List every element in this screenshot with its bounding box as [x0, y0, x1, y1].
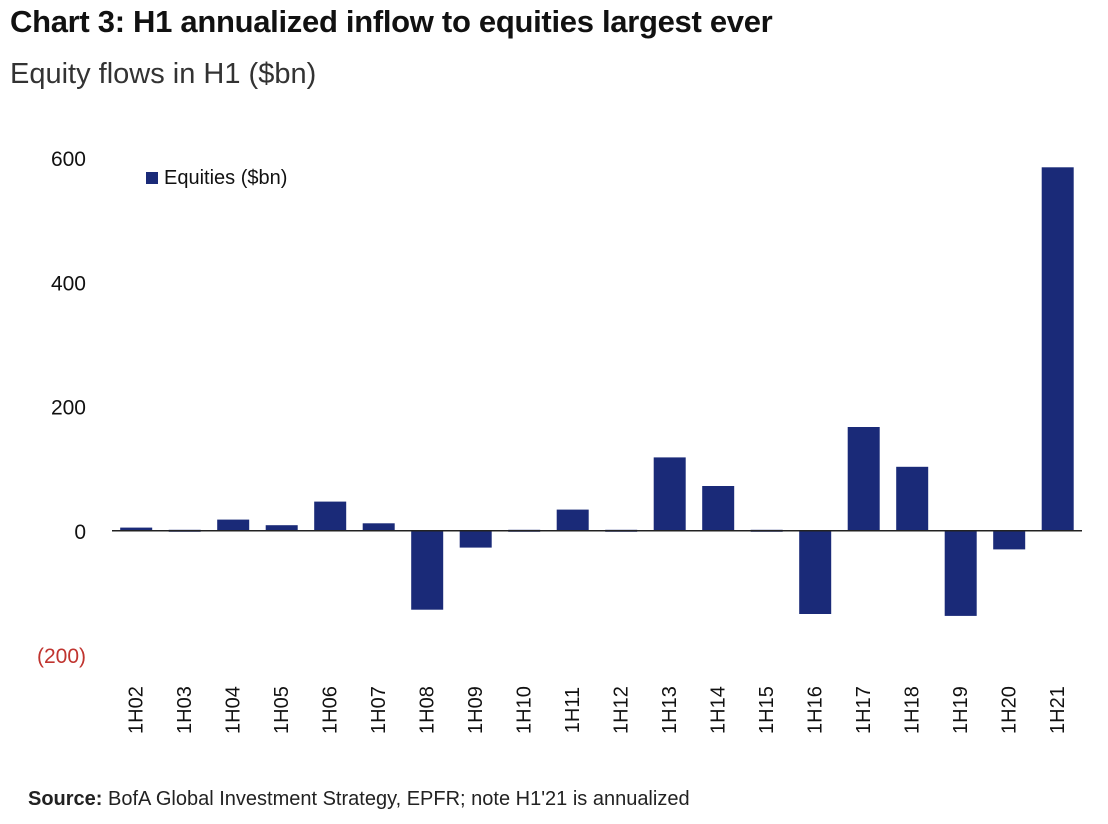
y-tick-label: 0	[74, 521, 86, 544]
x-tick-label: 1H11	[562, 687, 584, 733]
x-tick-label: 1H14	[707, 686, 729, 734]
bar	[702, 486, 735, 531]
x-tick-label: 1H03	[174, 686, 196, 734]
source-text: BofA Global Investment Strategy, EPFR; n…	[102, 788, 690, 810]
bar	[314, 501, 347, 531]
bar	[896, 466, 929, 531]
source-note: Source: BofA Global Investment Strategy,…	[28, 788, 690, 811]
legend-label: Equities ($bn)	[164, 167, 287, 189]
bar	[120, 527, 153, 531]
bar	[944, 530, 977, 616]
x-tick-label: 1H18	[901, 686, 923, 734]
bar	[217, 519, 250, 531]
x-tick-label: 1H12	[610, 686, 632, 734]
bar	[993, 530, 1026, 550]
legend-swatch	[146, 172, 158, 184]
bar	[847, 427, 880, 531]
y-tick-label: 600	[51, 148, 86, 171]
x-tick-label: 1H17	[853, 686, 875, 734]
x-tick-label: 1H16	[804, 686, 826, 734]
x-tick-label: 1H13	[659, 686, 681, 734]
x-tick-label: 1H10	[513, 686, 535, 734]
x-tick-label: 1H08	[416, 686, 438, 734]
x-tick-label: 1H04	[222, 686, 244, 734]
bar	[1041, 167, 1074, 531]
chart-subtitle: Equity flows in H1 ($bn)	[10, 58, 317, 90]
bar	[459, 530, 492, 548]
x-tick-label: 1H21	[1047, 686, 1069, 734]
chart-title: Chart 3: H1 annualized inflow to equitie…	[10, 4, 773, 39]
bar-chart: 600 400 200 0 (200) 1H02 1H03 1H04 1H05 1H06 1H07 1…	[37, 148, 1082, 734]
x-tick-label: 1H09	[465, 686, 487, 734]
x-tick-label: 1H05	[271, 686, 293, 734]
x-tick-label: 1H06	[319, 686, 341, 734]
y-tick-label: (200)	[37, 645, 86, 668]
bar	[556, 509, 589, 531]
x-tick-label: 1H15	[756, 686, 778, 734]
bar	[265, 525, 298, 531]
bar	[653, 457, 686, 531]
bar	[799, 530, 832, 614]
y-tick-label: 400	[51, 272, 86, 295]
source-label: Source:	[28, 788, 103, 810]
bar	[411, 530, 444, 610]
y-tick-label: 200	[51, 397, 86, 420]
bar	[362, 523, 395, 531]
x-tick-label: 1H02	[125, 686, 147, 734]
x-tick-label: 1H19	[950, 686, 972, 734]
x-tick-label: 1H20	[998, 686, 1020, 734]
x-tick-label: 1H07	[368, 686, 390, 734]
